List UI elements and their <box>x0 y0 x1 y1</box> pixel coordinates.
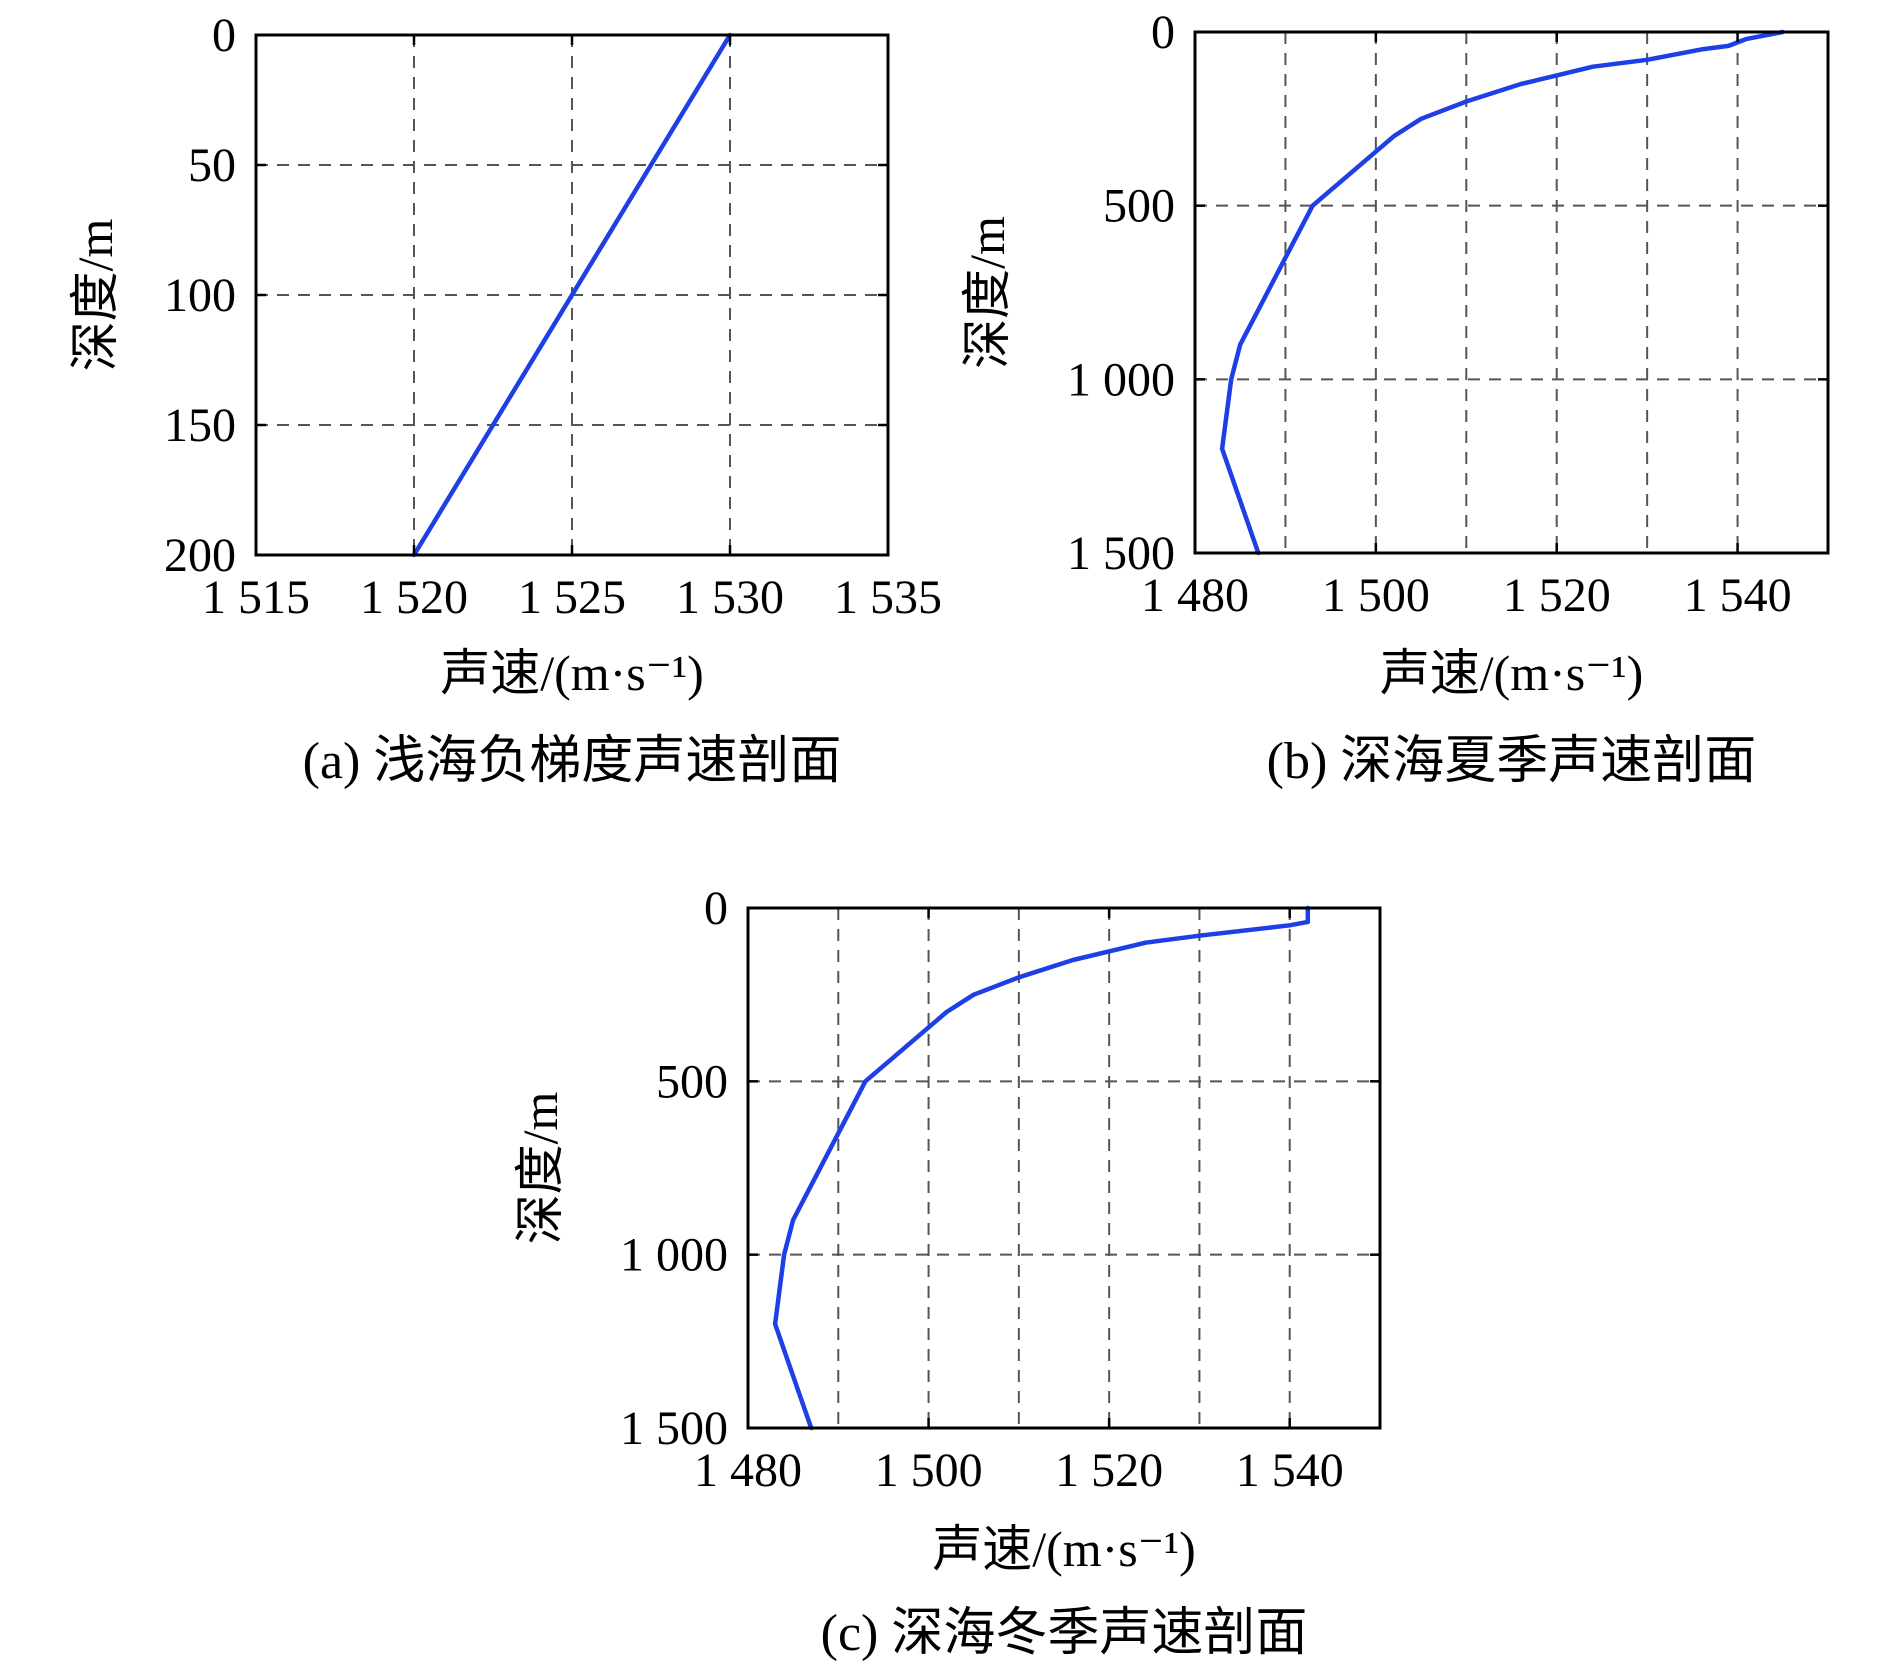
y-tick-label: 0 <box>1151 6 1175 59</box>
y-tick-label: 0 <box>704 882 728 935</box>
y-tick-label: 500 <box>1103 180 1175 233</box>
series-line-0 <box>1219 29 1786 556</box>
y-tick-label: 1 500 <box>620 1402 728 1455</box>
y-tick-label: 200 <box>164 529 236 582</box>
plot-frame <box>1193 30 1830 555</box>
y-tick-label: 1 000 <box>1067 353 1175 406</box>
y-axis-label: 深度/m <box>512 1092 568 1245</box>
y-tick-label: 1 000 <box>620 1229 728 1282</box>
x-tick-label: 1 480 <box>694 1444 802 1497</box>
panel-caption: (c) 深海冬季声速剖面 <box>821 1605 1308 1662</box>
x-tick-label: 1 520 <box>1503 569 1611 622</box>
x-tick-label: 1 500 <box>875 1444 983 1497</box>
y-tick-label: 1 500 <box>1067 527 1175 580</box>
series-line-0 <box>772 905 1311 1431</box>
x-tick-label: 1 540 <box>1236 1444 1344 1497</box>
x-tick-label: 1 520 <box>1055 1444 1163 1497</box>
x-tick-label: 1 520 <box>360 571 468 624</box>
plot-frame <box>746 906 1382 1430</box>
x-tick-label: 1 500 <box>1322 569 1430 622</box>
x-axis-label: 声速/(m·s⁻¹) <box>440 645 704 701</box>
x-axis-label: 声速/(m·s⁻¹) <box>1380 645 1644 701</box>
y-axis-label: 深度/m <box>67 219 123 372</box>
y-tick-label: 150 <box>164 399 236 452</box>
x-tick-label: 1 535 <box>834 571 942 624</box>
y-tick-label: 0 <box>212 9 236 62</box>
y-tick-label: 50 <box>188 139 236 192</box>
y-axis-label: 深度/m <box>959 216 1015 369</box>
panel-caption: (b) 深海夏季声速剖面 <box>1267 733 1757 790</box>
x-tick-label: 1 480 <box>1141 569 1249 622</box>
panel-caption: (a) 浅海负梯度声速剖面 <box>303 733 842 790</box>
x-tick-label: 1 515 <box>202 571 310 624</box>
series-line-0 <box>411 32 733 558</box>
x-tick-label: 1 530 <box>676 571 784 624</box>
x-tick-label: 1 525 <box>518 571 626 624</box>
chart-panel-0: 1 515 1 520 1 525 1 530 1 535 0 50 100 150 200 声速/… <box>67 9 942 790</box>
y-tick-label: 500 <box>656 1055 728 1108</box>
x-tick-label: 1 540 <box>1684 569 1792 622</box>
x-axis-label: 声速/(m·s⁻¹) <box>932 1521 1196 1577</box>
y-tick-label: 100 <box>164 269 236 322</box>
